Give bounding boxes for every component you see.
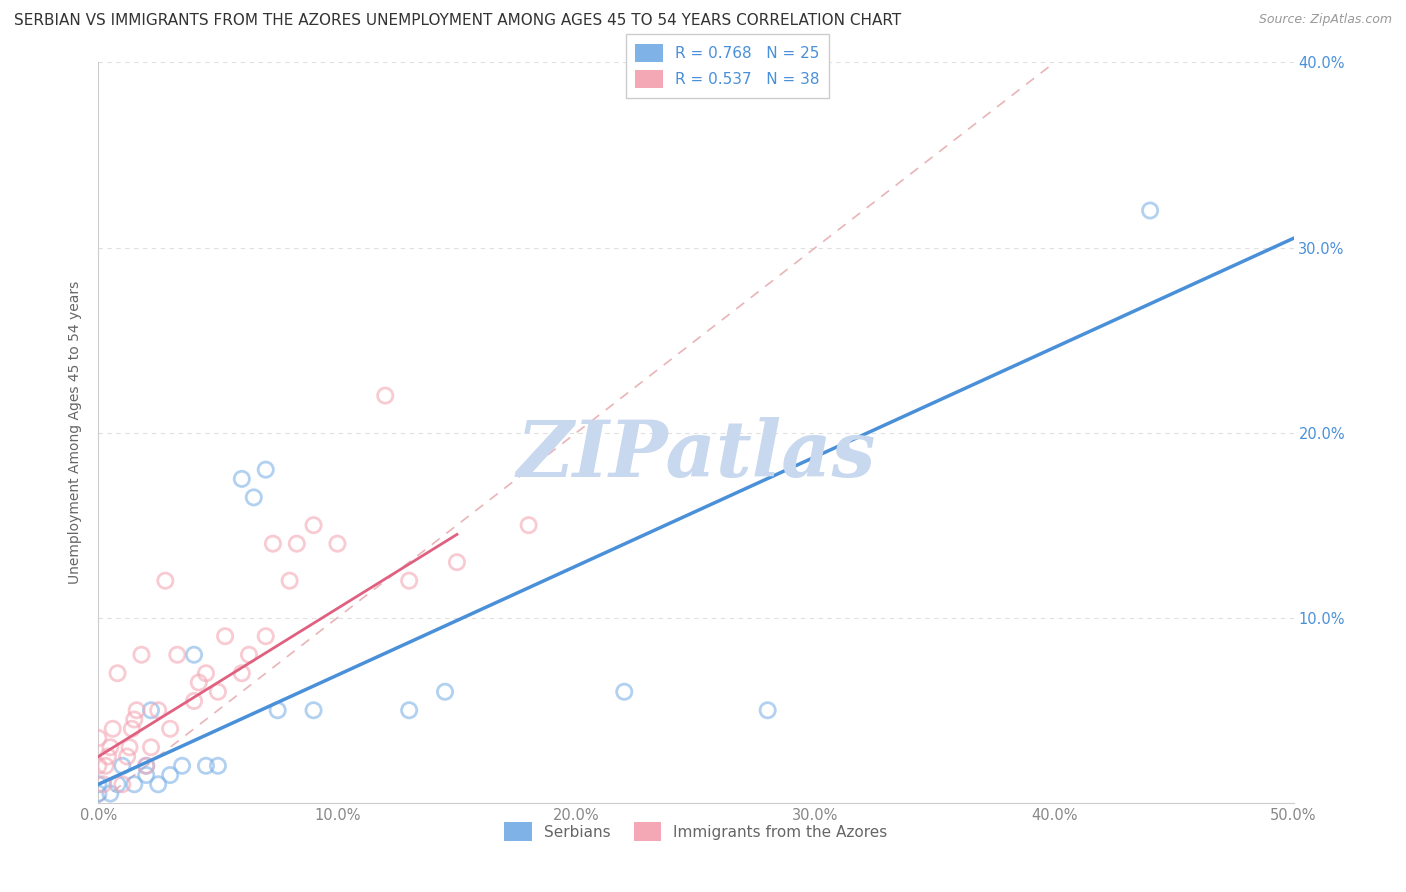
Point (107, 666, 129, 681)
Point (111, 777, 134, 791)
Point (124, 777, 146, 791)
Point (121, 722, 143, 736)
Point (238, 648, 260, 662)
Point (756, 703, 779, 717)
Point (118, 740, 141, 755)
Point (302, 703, 325, 717)
Point (243, 491, 266, 505)
Point (139, 740, 162, 755)
Point (278, 574, 301, 588)
Point (613, 685, 636, 699)
Point (159, 722, 181, 736)
Point (87, 758, 110, 772)
Point (155, 574, 177, 588)
Point (183, 694, 205, 708)
Point (374, 388, 396, 402)
Point (124, 713, 146, 727)
Legend: Serbians, Immigrants from the Azores: Serbians, Immigrants from the Azores (498, 816, 894, 847)
Point (398, 574, 420, 588)
Point (98, 740, 122, 755)
Y-axis label: Unemployment Among Ages 45 to 54 years: Unemployment Among Ages 45 to 54 years (69, 281, 83, 584)
Point (183, 648, 205, 662)
Point (91, 777, 114, 791)
Point (302, 518, 325, 533)
Point (254, 629, 277, 643)
Point (262, 536, 284, 550)
Point (166, 648, 188, 662)
Point (135, 768, 157, 782)
Point (125, 703, 148, 717)
Point (326, 536, 349, 550)
Point (195, 758, 218, 772)
Point (111, 758, 134, 772)
Point (135, 758, 157, 772)
Point (1139, 203, 1161, 218)
Point (398, 703, 420, 717)
Point (94, 758, 117, 772)
Point (87, 787, 110, 801)
Point (131, 648, 153, 662)
Point (214, 629, 236, 643)
Point (98, 787, 122, 801)
Point (446, 555, 468, 569)
Point (87, 731, 110, 745)
Text: SERBIAN VS IMMIGRANTS FROM THE AZORES UNEMPLOYMENT AMONG AGES 45 TO 54 YEARS COR: SERBIAN VS IMMIGRANTS FROM THE AZORES UN… (14, 13, 901, 29)
Point (87, 777, 110, 791)
Point (115, 749, 138, 764)
Point (97, 749, 120, 764)
Point (517, 518, 540, 533)
Point (135, 758, 157, 772)
Point (231, 666, 253, 681)
Point (207, 758, 229, 772)
Point (231, 472, 253, 486)
Point (285, 536, 308, 550)
Point (187, 675, 209, 690)
Point (267, 703, 290, 717)
Point (107, 777, 129, 791)
Point (101, 722, 124, 736)
Point (254, 462, 277, 476)
Point (148, 777, 170, 791)
Text: ZIPatlas: ZIPatlas (516, 417, 876, 493)
Point (172, 758, 194, 772)
Point (434, 685, 457, 699)
Point (195, 666, 218, 681)
Point (159, 768, 181, 782)
Point (207, 685, 229, 699)
Text: Source: ZipAtlas.com: Source: ZipAtlas.com (1258, 13, 1392, 27)
Point (139, 703, 162, 717)
Point (148, 703, 170, 717)
